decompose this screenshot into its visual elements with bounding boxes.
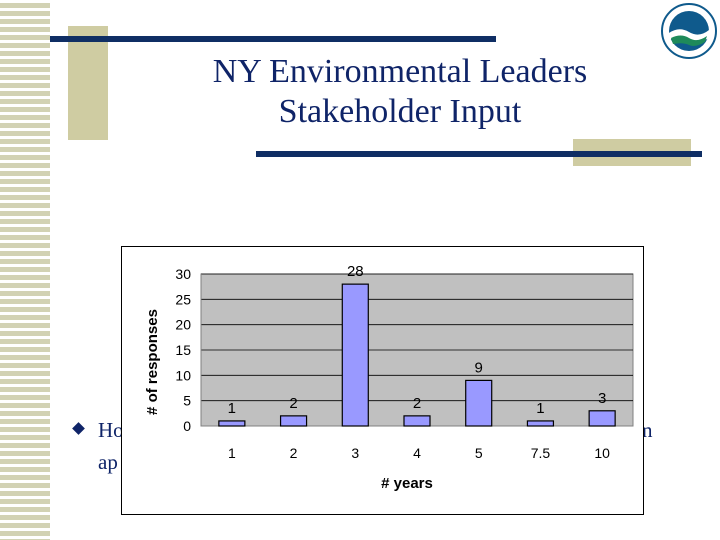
data-label: 9 bbox=[475, 359, 483, 376]
x-tick-label: 4 bbox=[413, 445, 421, 461]
bullet-text-right: n bbox=[642, 418, 653, 442]
bullet-text-left: Ho bbox=[98, 418, 124, 442]
data-labels: 1 2 28 2 9 1 3 bbox=[228, 263, 607, 417]
bullet-diamond-icon bbox=[72, 422, 85, 435]
x-tick-label: 7.5 bbox=[531, 445, 551, 461]
bar bbox=[279, 415, 308, 427]
bar bbox=[341, 283, 369, 427]
bottom-navy-rule bbox=[256, 151, 702, 157]
x-tick-label: 3 bbox=[351, 445, 359, 461]
y-tick-label: 10 bbox=[175, 367, 191, 383]
y-tick-label: 20 bbox=[175, 317, 191, 333]
x-tick-label: 5 bbox=[475, 445, 483, 461]
y-tick-label: 25 bbox=[175, 291, 191, 307]
y-axis-title: # of responses bbox=[144, 309, 161, 415]
y-axis-ticks: 0 5 10 15 20 25 30 bbox=[175, 266, 191, 434]
title-line-1: NY Environmental Leaders bbox=[212, 53, 588, 90]
bar bbox=[465, 379, 493, 427]
top-navy-rule bbox=[50, 36, 496, 42]
gridlines bbox=[200, 273, 633, 426]
y-tick-label: 5 bbox=[183, 393, 191, 409]
bullet-text-line2: ap bbox=[98, 450, 118, 474]
data-label: 28 bbox=[347, 263, 364, 280]
data-label: 2 bbox=[413, 395, 421, 412]
y-tick-label: 0 bbox=[183, 418, 191, 434]
data-label: 1 bbox=[536, 400, 544, 417]
x-axis-title: # years bbox=[381, 475, 433, 492]
title-line-2: Stakeholder Input bbox=[278, 93, 522, 130]
left-stripe-decoration bbox=[0, 0, 50, 540]
bar bbox=[526, 420, 555, 427]
bar bbox=[403, 415, 431, 427]
data-label: 2 bbox=[289, 395, 297, 412]
slide-title: NY Environmental Leaders Stakeholder Inp… bbox=[100, 52, 700, 132]
data-label: 1 bbox=[228, 400, 236, 417]
bar-series bbox=[218, 283, 616, 427]
data-label: 3 bbox=[598, 390, 606, 407]
y-tick-label: 30 bbox=[175, 266, 191, 282]
x-tick-label: 2 bbox=[290, 445, 298, 461]
beige-accent-block-top bbox=[68, 26, 108, 140]
years-bar-chart: 1 2 28 2 9 1 3 0 5 10 15 20 25 30 1 2 3 4 5 7.5 10 # years… bbox=[121, 246, 644, 515]
x-tick-label: 1 bbox=[228, 445, 236, 461]
bar bbox=[218, 420, 246, 427]
agency-seal-icon bbox=[661, 3, 717, 59]
x-tick-label: 10 bbox=[594, 445, 610, 461]
x-axis-ticks: 1 2 3 4 5 7.5 10 bbox=[228, 445, 610, 461]
y-tick-label: 15 bbox=[175, 342, 191, 358]
bar bbox=[588, 410, 616, 427]
